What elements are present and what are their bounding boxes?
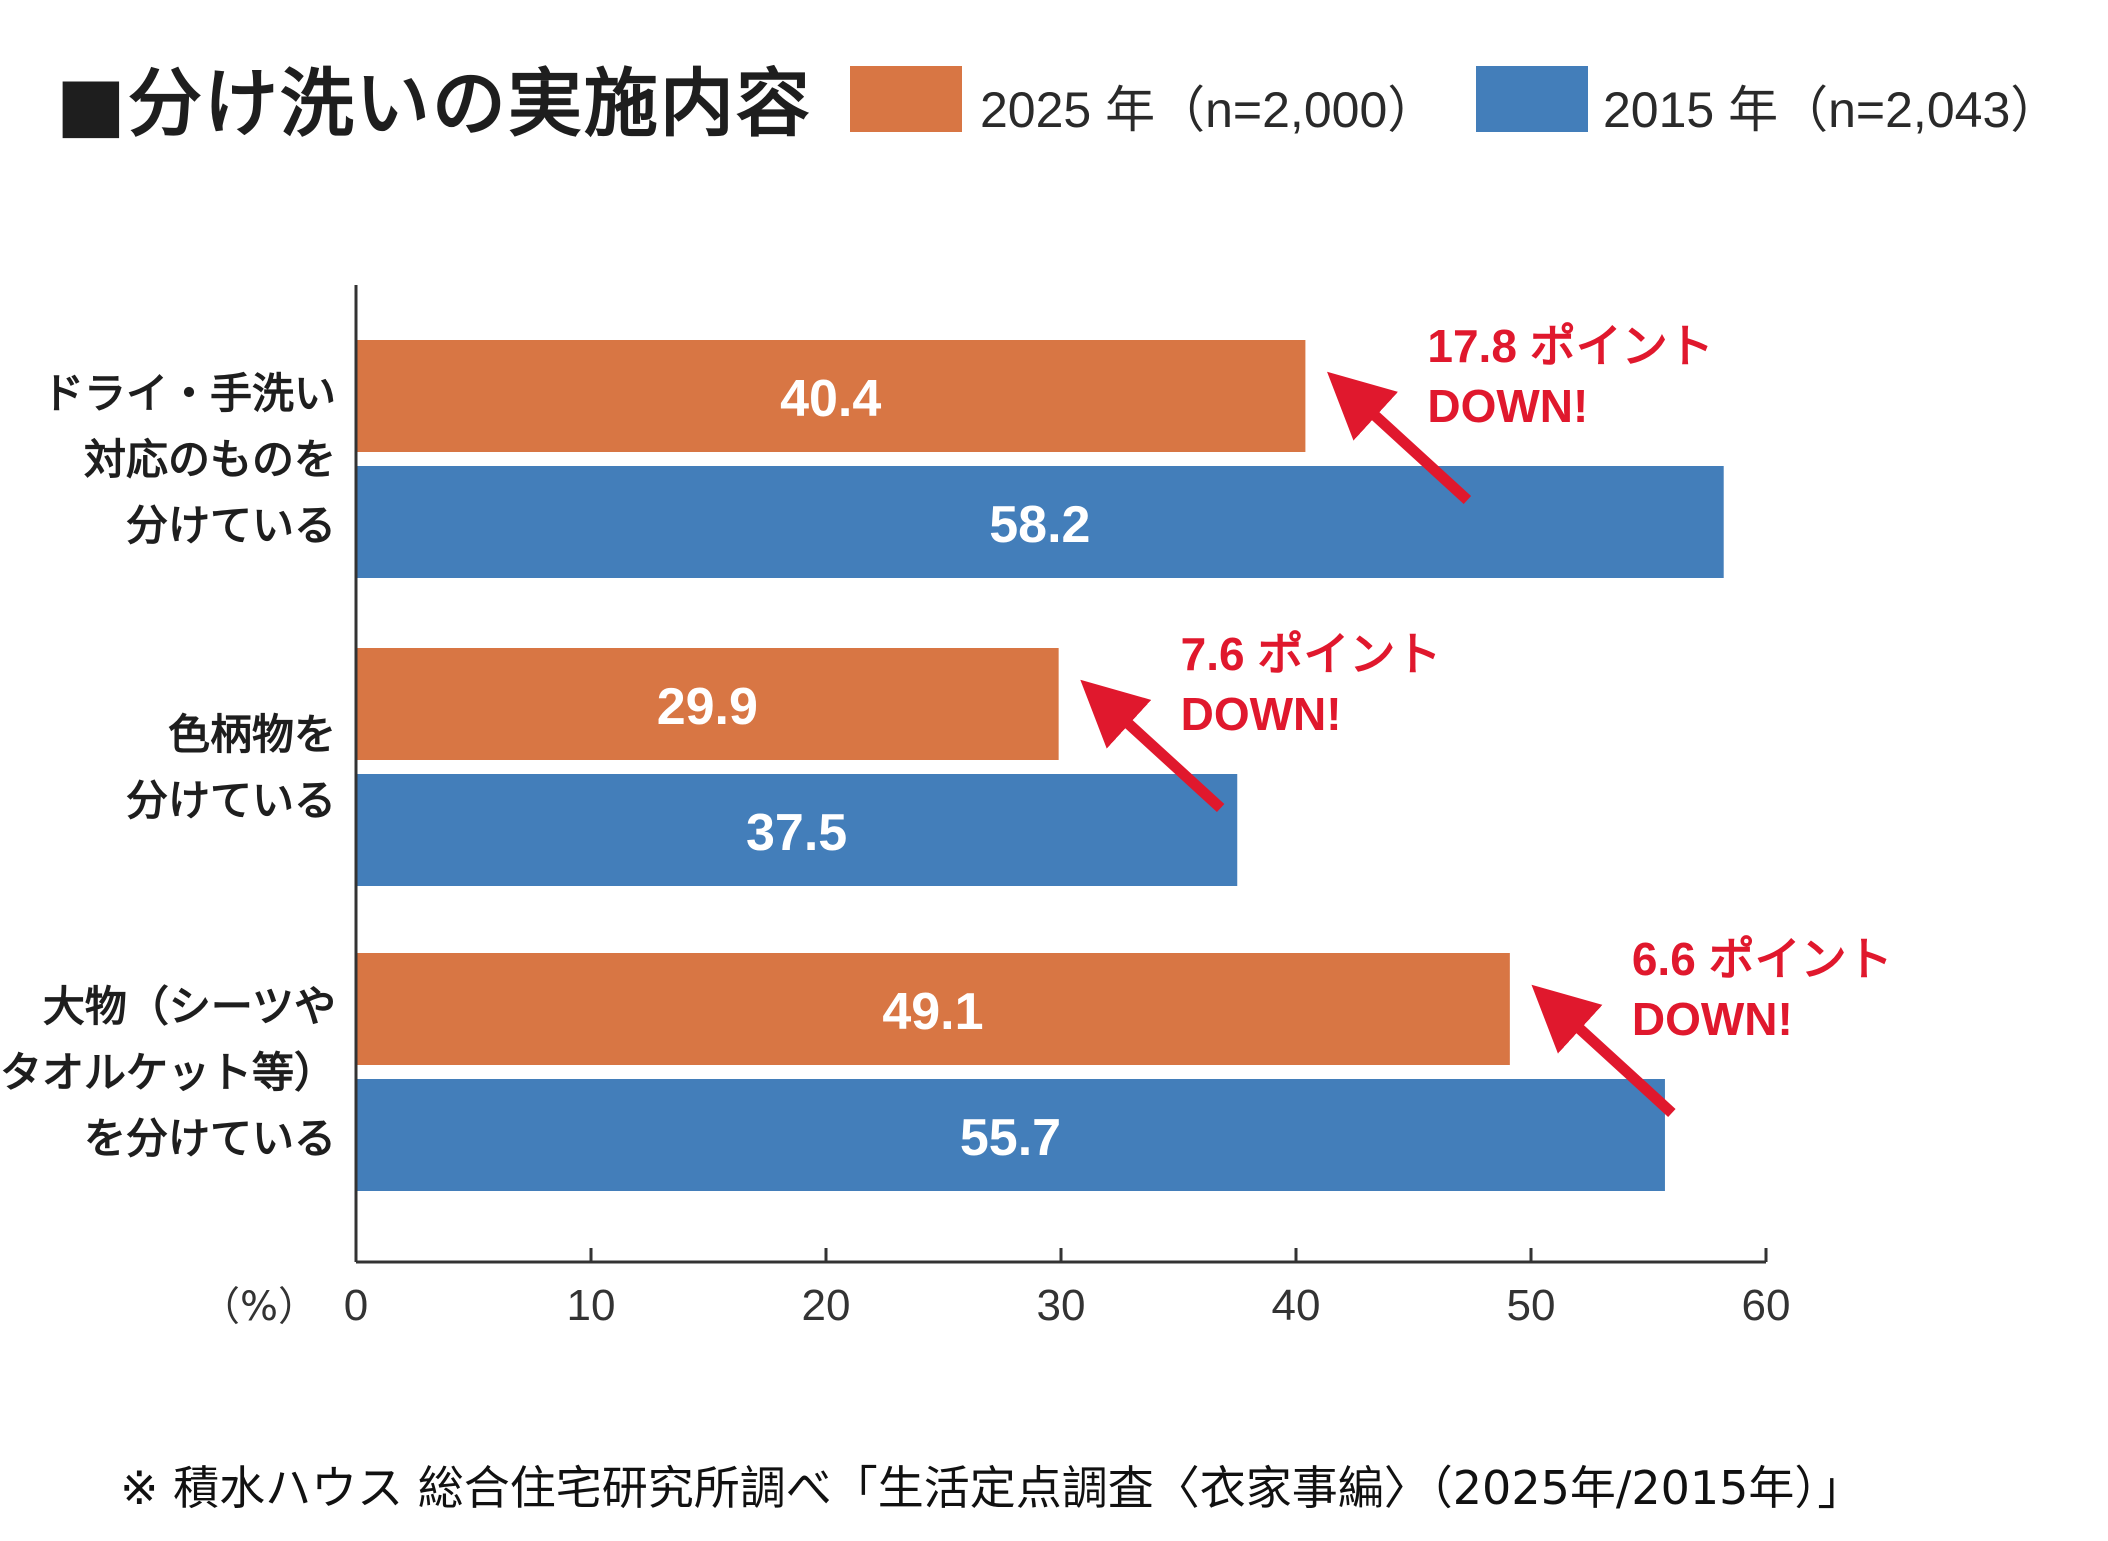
annotation-text-2-line0: 6.6 ポイント: [1632, 933, 1893, 985]
category-label-0-line2: 分けている: [126, 501, 336, 550]
annotation-text-0-line0: 17.8 ポイント: [1427, 320, 1713, 372]
annotations-group: 17.8 ポイント DOWN! 7.6 ポイント DOWN! 6.6 ポイント DOWN!: [1080, 320, 1893, 1118]
bar-2015-cat2: [356, 1079, 1665, 1191]
x-axis-unit-label: （%）: [200, 1284, 318, 1330]
bars-group: 40.4 58.2 29.9 37.5 49.1 55.7: [356, 340, 1724, 1191]
x-tick-label-50: 50: [1507, 1281, 1556, 1330]
category-label-1-line1: 分けている: [126, 776, 336, 825]
value-label-2015-cat2: 55.7: [960, 1109, 1061, 1167]
bar-2025-cat0: [356, 340, 1306, 452]
value-label-2025-cat1: 29.9: [657, 678, 758, 736]
category-label-1-line0: 色柄物を: [168, 710, 336, 759]
legend-swatch-2015: [1476, 66, 1588, 132]
bar-2025-cat2: [356, 953, 1510, 1065]
annotation-text-1-line0: 7.6 ポイント: [1181, 628, 1442, 680]
category-label-2-line1: タオルケット等）: [0, 1048, 336, 1097]
x-tick-label-40: 40: [1272, 1281, 1321, 1330]
source-footnote: ※ 積水ハウス 総合住宅研究所調べ「生活定点調査〈衣家事編〉（2025年/201…: [120, 1461, 1864, 1515]
x-tick-label-30: 30: [1037, 1281, 1086, 1330]
category-labels-group: ドライ・手洗い対応のものを分けている色柄物を分けている大物（シーツやタオルケット…: [0, 369, 336, 1163]
annotation-text-1-line1: DOWN!: [1181, 688, 1342, 740]
value-label-2015-cat0: 58.2: [989, 496, 1090, 554]
x-tick-label-20: 20: [802, 1281, 851, 1330]
annotation-arrow-1: [1080, 679, 1225, 813]
value-label-2025-cat0: 40.4: [780, 370, 881, 428]
legend-label-2025: 2025 年（n=2,000）: [980, 82, 1438, 138]
category-label-2-line2: を分けている: [84, 1114, 336, 1163]
bar-2015-cat0: [356, 466, 1724, 578]
category-label-0-line1: 対応のものを: [84, 435, 336, 484]
x-axis-group: 0 10 20 30 40 50 60 （%）: [200, 285, 1790, 1330]
category-label-0-line0: ドライ・手洗い: [42, 369, 336, 418]
x-tick-label-60: 60: [1742, 1281, 1791, 1330]
annotation-arrow-2: [1531, 984, 1676, 1118]
x-tick-label-0: 0: [344, 1281, 368, 1330]
chart-title: ■分け洗いの実施内容: [56, 61, 812, 147]
legend-label-2015: 2015 年（n=2,043）: [1603, 82, 2061, 138]
x-tick-label-10: 10: [567, 1281, 616, 1330]
legend-swatch-2025: [850, 66, 962, 132]
bar-2015-cat1: [356, 774, 1238, 886]
annotation-text-0-line1: DOWN!: [1427, 380, 1588, 432]
annotation-text-2-line1: DOWN!: [1632, 993, 1793, 1045]
bar-chart-plot: 40.4 58.2 29.9 37.5 49.1 55.7 ドライ・手洗い対応のものを分け…: [0, 285, 1893, 1330]
value-label-2025-cat2: 49.1: [882, 983, 983, 1041]
bar-2025-cat1: [356, 648, 1059, 760]
category-label-2-line0: 大物（シーツや: [43, 982, 336, 1031]
value-label-2015-cat1: 37.5: [746, 804, 847, 862]
annotation-arrow-0: [1327, 371, 1472, 505]
